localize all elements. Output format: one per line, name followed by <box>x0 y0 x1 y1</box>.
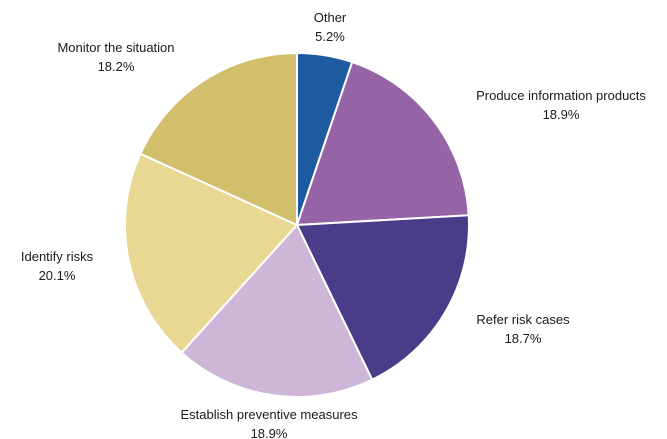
slice-value-refer-risk-cases: 18.7% <box>505 331 542 346</box>
slice-value-produce-information-products: 18.9% <box>543 107 580 122</box>
slice-label-produce-information-products: Produce information products <box>476 88 646 103</box>
pie-slice-monitor-the-situation <box>139 51 298 227</box>
slice-label-establish-preventive-measures: Establish preventive measures <box>180 407 358 422</box>
pie-slice-refer-risk-cases <box>295 214 470 382</box>
slice-value-other: 5.2% <box>315 29 345 44</box>
pie-slice-identify-risks <box>124 152 299 354</box>
slice-label-identify-risks: Identify risks <box>21 249 94 264</box>
slice-label-monitor-the-situation: Monitor the situation <box>57 40 174 55</box>
slice-label-refer-risk-cases: Refer risk cases <box>476 312 570 327</box>
slice-value-identify-risks: 20.1% <box>39 268 76 283</box>
slice-value-establish-preventive-measures: 18.9% <box>251 426 288 439</box>
pie-slice-establish-preventive-measures <box>180 223 374 398</box>
slice-label-other: Other <box>314 10 347 25</box>
slice-value-monitor-the-situation: 18.2% <box>98 59 135 74</box>
pie-slice-produce-information-products <box>295 60 470 227</box>
